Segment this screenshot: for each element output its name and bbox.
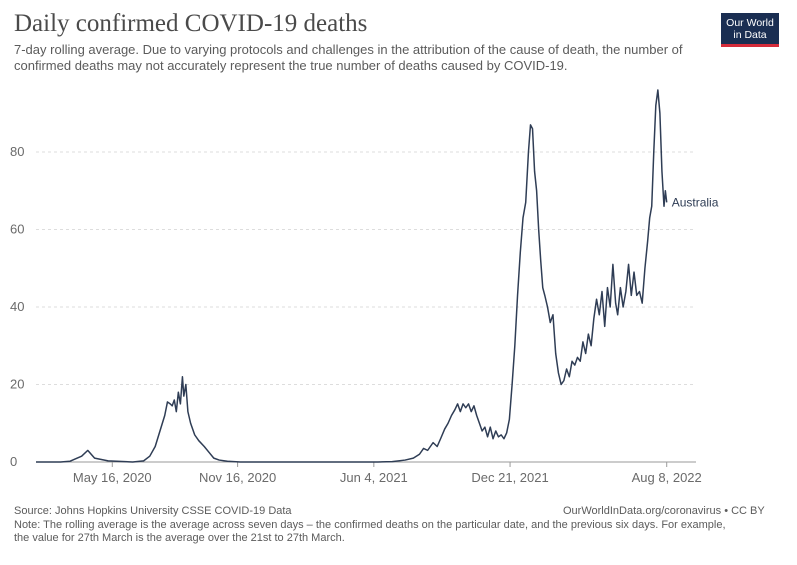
chart-subtitle: 7-day rolling average. Due to varying pr…	[14, 42, 683, 73]
y-tick-label: 40	[10, 299, 24, 314]
x-tick-label: Jun 4, 2021	[340, 470, 408, 485]
x-tick-label: Nov 16, 2020	[199, 470, 276, 485]
note-text: Note: The rolling average is the average…	[14, 519, 797, 545]
owid-logo[interactable]: Our World in Data	[721, 13, 779, 47]
y-tick-label: 80	[10, 144, 24, 159]
note-line-2: the value for 27th March is the average …	[14, 532, 345, 544]
series-label-australia[interactable]: Australia	[672, 195, 719, 209]
x-tick-label: Aug 8, 2022	[632, 470, 702, 485]
chart-title: Daily confirmed COVID-19 deaths	[14, 10, 368, 37]
y-tick-label: 60	[10, 222, 24, 237]
logo-line-1: Our World	[726, 17, 774, 29]
credit-link[interactable]: OurWorldInData.org/coronavirus • CC BY	[563, 505, 765, 517]
series-line-australia[interactable]	[36, 89, 668, 463]
x-tick-label: May 16, 2020	[73, 470, 152, 485]
line-chart: 0 20 40 60 80 May 16, 2020 Nov 16, 2020 Jun 4, …	[10, 89, 719, 485]
y-tick-label: 20	[10, 377, 24, 392]
y-tick-label: 0	[10, 454, 17, 469]
logo-line-2: in Data	[733, 29, 767, 41]
x-tick-label: Dec 21, 2021	[471, 470, 548, 485]
note-line-1: Note: The rolling average is the average…	[14, 519, 726, 531]
source-text: Source: Johns Hopkins University CSSE CO…	[14, 505, 292, 517]
